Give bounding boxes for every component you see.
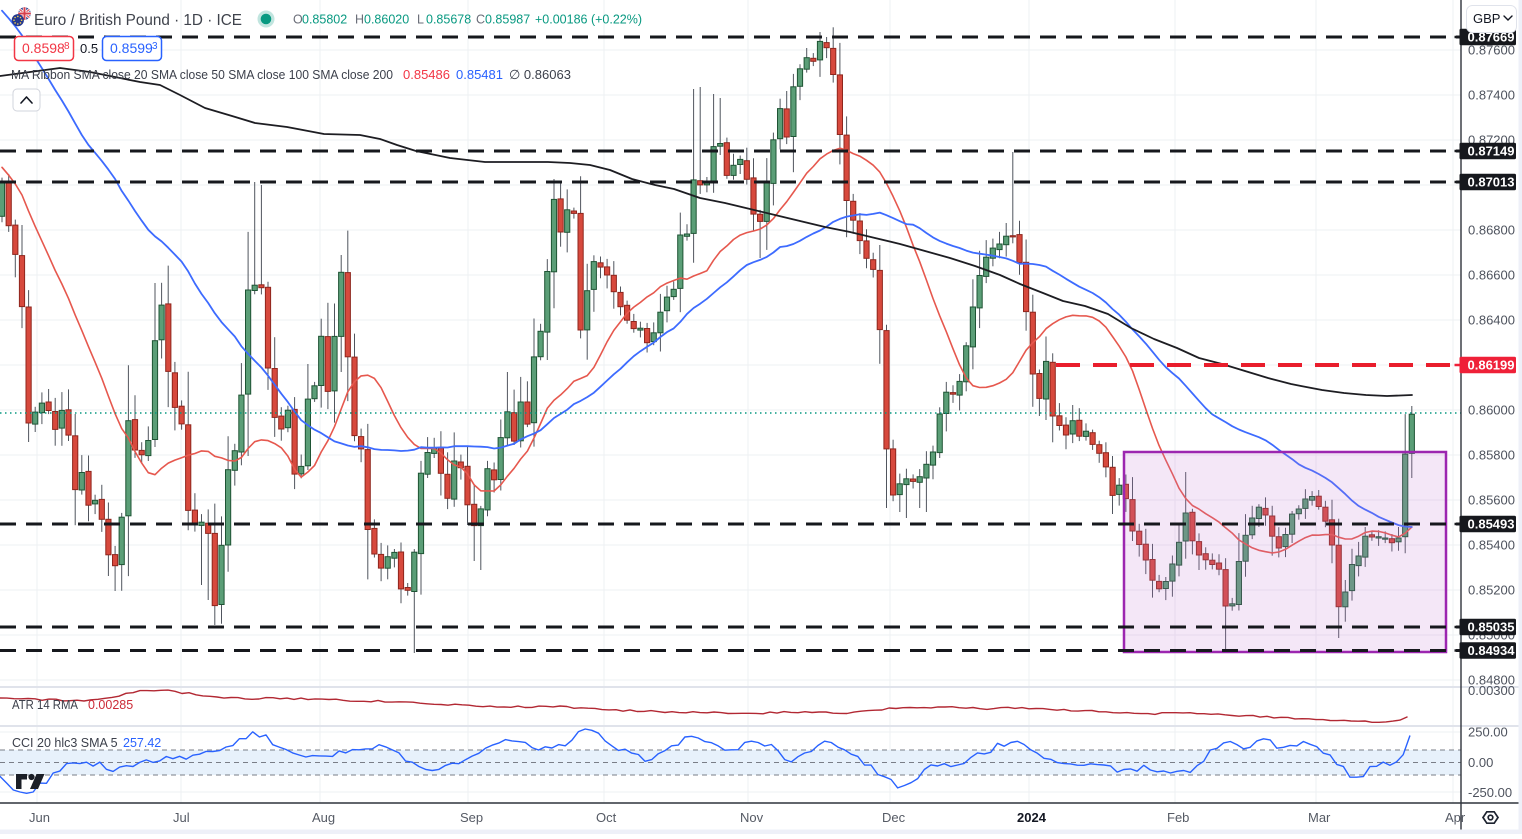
svg-text:Nov: Nov (740, 810, 764, 825)
svg-text:0.85678: 0.85678 (426, 13, 471, 27)
svg-text:0.84934: 0.84934 (1468, 643, 1516, 658)
svg-text:CCI 20 hlc3 SMA 5: CCI 20 hlc3 SMA 5 (12, 736, 118, 750)
svg-text:Jul: Jul (173, 810, 190, 825)
svg-text:Sep: Sep (460, 810, 483, 825)
svg-text:+0.00186 (+0.22%): +0.00186 (+0.22%) (535, 13, 642, 27)
svg-text:0.85600: 0.85600 (1468, 493, 1515, 508)
svg-text:0.85802: 0.85802 (302, 13, 347, 27)
svg-text:0.86600: 0.86600 (1468, 268, 1515, 283)
svg-text:0.00: 0.00 (1468, 755, 1493, 770)
svg-text:257.42: 257.42 (123, 736, 161, 750)
svg-text:C: C (476, 13, 485, 27)
svg-text:0.86400: 0.86400 (1468, 313, 1515, 328)
svg-text:Aug: Aug (312, 810, 335, 825)
svg-text:0.85200: 0.85200 (1468, 583, 1515, 598)
svg-text:Jun: Jun (29, 810, 50, 825)
svg-text:0.86199: 0.86199 (1468, 358, 1515, 373)
svg-text:0.86000: 0.86000 (1468, 403, 1515, 418)
svg-text:0.8598: 0.8598 (22, 40, 65, 56)
svg-text:0.85987: 0.85987 (485, 13, 530, 27)
svg-text:Dec: Dec (882, 810, 906, 825)
svg-text:Feb: Feb (1167, 810, 1189, 825)
svg-text:MA Ribbon SMA close 20 SMA clo: MA Ribbon SMA close 20 SMA close 50 SMA … (11, 67, 393, 82)
svg-text:3: 3 (152, 41, 158, 52)
svg-text:2024: 2024 (1017, 810, 1047, 825)
svg-text:0.5: 0.5 (80, 41, 98, 56)
svg-text:0.00300: 0.00300 (1468, 683, 1515, 698)
svg-text:0.00285: 0.00285 (88, 698, 133, 712)
svg-text:Oct: Oct (596, 810, 617, 825)
svg-text:0.85481: 0.85481 (456, 67, 503, 82)
svg-text:0.85493: 0.85493 (1468, 517, 1515, 532)
svg-text:Mar: Mar (1308, 810, 1331, 825)
svg-text:0.86020: 0.86020 (364, 13, 409, 27)
svg-text:0.86800: 0.86800 (1468, 223, 1515, 238)
svg-text:GBP: GBP (1473, 11, 1500, 26)
svg-text:H: H (355, 13, 364, 27)
svg-text:Apr: Apr (1445, 810, 1466, 825)
svg-text:0.8599: 0.8599 (110, 40, 153, 56)
svg-text:∅ 0.86063: ∅ 0.86063 (509, 67, 571, 82)
svg-text:0.87149: 0.87149 (1468, 144, 1515, 159)
svg-text:0.85486: 0.85486 (403, 67, 450, 82)
svg-text:0.87013: 0.87013 (1468, 175, 1515, 190)
svg-text:0.87400: 0.87400 (1468, 88, 1515, 103)
svg-text:0.85400: 0.85400 (1468, 538, 1515, 553)
svg-text:L: L (417, 13, 424, 27)
svg-text:Euro / British Pound · 1D · IC: Euro / British Pound · 1D · ICE (34, 12, 242, 29)
svg-text:0.85035: 0.85035 (1468, 620, 1515, 635)
svg-text:0.85800: 0.85800 (1468, 448, 1515, 463)
svg-text:-250.00: -250.00 (1468, 785, 1512, 800)
svg-text:8: 8 (64, 41, 70, 52)
svg-text:250.00: 250.00 (1468, 725, 1508, 740)
svg-text:ATR 14 RMA: ATR 14 RMA (12, 698, 79, 712)
